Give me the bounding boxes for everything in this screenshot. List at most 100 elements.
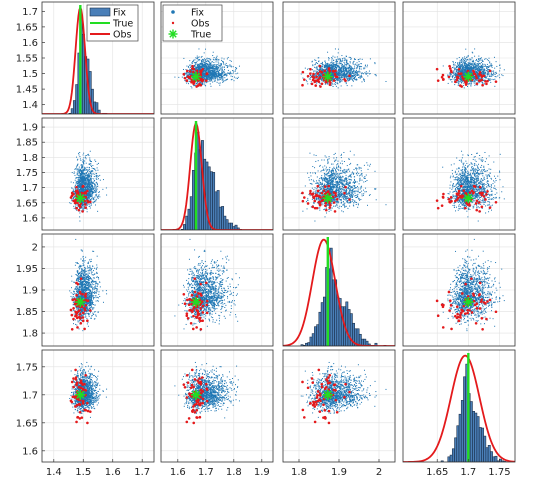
fix-point <box>89 171 91 173</box>
fix-point <box>354 58 356 60</box>
fix-point <box>206 69 208 71</box>
fix-point <box>360 62 362 64</box>
fix-point <box>354 78 356 80</box>
fix-point <box>318 74 320 76</box>
fix-point <box>348 70 350 72</box>
fix-point <box>208 65 210 67</box>
fix-point <box>336 78 338 80</box>
fix-point <box>350 78 352 80</box>
fix-point <box>343 74 345 76</box>
fix-point <box>226 74 228 76</box>
fix-point <box>311 61 313 63</box>
fix-point <box>475 68 477 70</box>
fix-point <box>456 62 458 64</box>
obs-point <box>481 83 484 87</box>
fix-point <box>346 74 348 76</box>
fix-point <box>230 65 232 67</box>
obs-point <box>475 76 479 80</box>
fix-point <box>329 65 331 67</box>
fix-point <box>346 59 348 61</box>
fix-point <box>357 64 359 66</box>
fix-point <box>459 64 461 66</box>
fix-point <box>226 66 228 68</box>
fix-point <box>196 65 198 67</box>
fix-point <box>203 73 205 75</box>
fix-point <box>211 73 213 75</box>
fix-point <box>477 73 479 75</box>
fix-point <box>209 65 211 67</box>
fix-point <box>218 62 220 64</box>
fix-point <box>86 169 88 171</box>
fix-point <box>361 66 363 68</box>
fix-point <box>335 64 337 66</box>
fix-point <box>333 65 335 67</box>
fix-point <box>501 74 503 76</box>
fix-point <box>332 63 334 65</box>
fix-point <box>342 58 344 60</box>
fix-point <box>216 58 218 60</box>
fix-point <box>205 70 207 72</box>
fix-point <box>488 69 490 71</box>
fix-point <box>349 74 351 76</box>
fix-point <box>222 81 224 83</box>
fix-point <box>332 64 334 66</box>
fix-point <box>474 84 476 86</box>
fix-point <box>77 201 79 203</box>
fix-point <box>206 58 208 60</box>
fix-point <box>205 75 207 77</box>
fix-point <box>224 77 226 79</box>
fix-point <box>190 86 192 88</box>
obs-point <box>320 70 324 74</box>
fix-point <box>356 62 358 64</box>
fix-point <box>484 76 486 78</box>
fix-point <box>474 76 476 78</box>
fix-point <box>319 73 321 75</box>
fix-point <box>471 73 473 75</box>
fix-point <box>344 77 346 79</box>
fix-point <box>322 80 324 82</box>
fix-point <box>476 75 478 77</box>
fix-point <box>334 67 336 69</box>
fix-point <box>331 82 333 84</box>
fix-point <box>476 71 478 73</box>
panel-background <box>42 118 154 230</box>
fix-point <box>345 63 347 65</box>
fix-point <box>337 79 339 81</box>
fix-point <box>81 164 83 166</box>
fix-point <box>310 75 312 77</box>
fix-point <box>487 78 489 80</box>
fix-point <box>471 70 473 72</box>
fix-point <box>324 65 326 67</box>
fix-point <box>351 75 353 77</box>
fix-point <box>331 71 333 73</box>
fix-point <box>89 163 91 165</box>
fix-point <box>220 74 222 76</box>
fix-point <box>455 71 457 73</box>
fix-point <box>95 191 97 193</box>
fix-point <box>195 83 197 85</box>
fix-point <box>206 67 208 69</box>
fix-point <box>341 76 343 78</box>
fix-point <box>208 75 210 77</box>
fix-point <box>478 66 480 68</box>
fix-point <box>87 196 89 198</box>
fix-point <box>491 66 493 68</box>
fix-point <box>202 75 204 77</box>
fix-point <box>333 62 335 64</box>
fix-point <box>482 70 484 72</box>
fix-point <box>213 73 215 75</box>
fix-point <box>178 76 180 78</box>
fix-point <box>209 62 211 64</box>
fix-point <box>193 80 195 82</box>
fix-point <box>210 59 212 61</box>
fix-point <box>218 73 220 75</box>
fix-point <box>339 75 341 77</box>
fix-point <box>215 66 217 68</box>
fix-point <box>467 55 469 57</box>
fix-point <box>197 65 199 67</box>
fix-point <box>478 75 480 77</box>
fix-point <box>74 192 76 194</box>
fix-point <box>489 62 491 64</box>
fix-point <box>492 74 494 76</box>
fix-point <box>359 77 361 79</box>
